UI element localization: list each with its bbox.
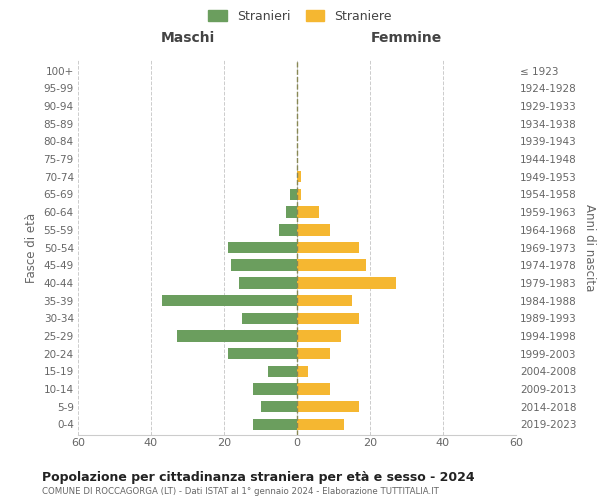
Text: COMUNE DI ROCCAGORGA (LT) - Dati ISTAT al 1° gennaio 2024 - Elaborazione TUTTITA: COMUNE DI ROCCAGORGA (LT) - Dati ISTAT a…	[42, 488, 439, 496]
Bar	[297, 171, 301, 182]
Text: Maschi: Maschi	[160, 31, 215, 45]
Bar	[253, 384, 297, 395]
Bar	[297, 418, 344, 430]
Bar	[268, 366, 297, 377]
Text: Femmine: Femmine	[371, 31, 442, 45]
Bar	[227, 242, 297, 253]
Bar	[242, 312, 297, 324]
Bar	[232, 260, 297, 271]
Bar	[290, 188, 297, 200]
Bar	[297, 295, 352, 306]
Bar	[297, 401, 359, 412]
Bar	[297, 330, 341, 342]
Bar	[253, 418, 297, 430]
Bar	[297, 277, 395, 288]
Bar	[286, 206, 297, 218]
Y-axis label: Anni di nascita: Anni di nascita	[583, 204, 596, 291]
Bar	[297, 366, 308, 377]
Bar	[176, 330, 297, 342]
Bar	[297, 312, 359, 324]
Bar	[227, 348, 297, 360]
Bar	[239, 277, 297, 288]
Legend: Stranieri, Straniere: Stranieri, Straniere	[205, 6, 395, 26]
Bar	[297, 224, 330, 235]
Bar	[297, 206, 319, 218]
Bar	[297, 260, 367, 271]
Bar	[297, 242, 359, 253]
Bar	[279, 224, 297, 235]
Y-axis label: Fasce di età: Fasce di età	[25, 212, 38, 282]
Bar	[297, 188, 301, 200]
Bar	[260, 401, 297, 412]
Bar	[297, 348, 330, 360]
Bar	[162, 295, 297, 306]
Bar	[297, 384, 330, 395]
Text: Popolazione per cittadinanza straniera per età e sesso - 2024: Popolazione per cittadinanza straniera p…	[42, 471, 475, 484]
